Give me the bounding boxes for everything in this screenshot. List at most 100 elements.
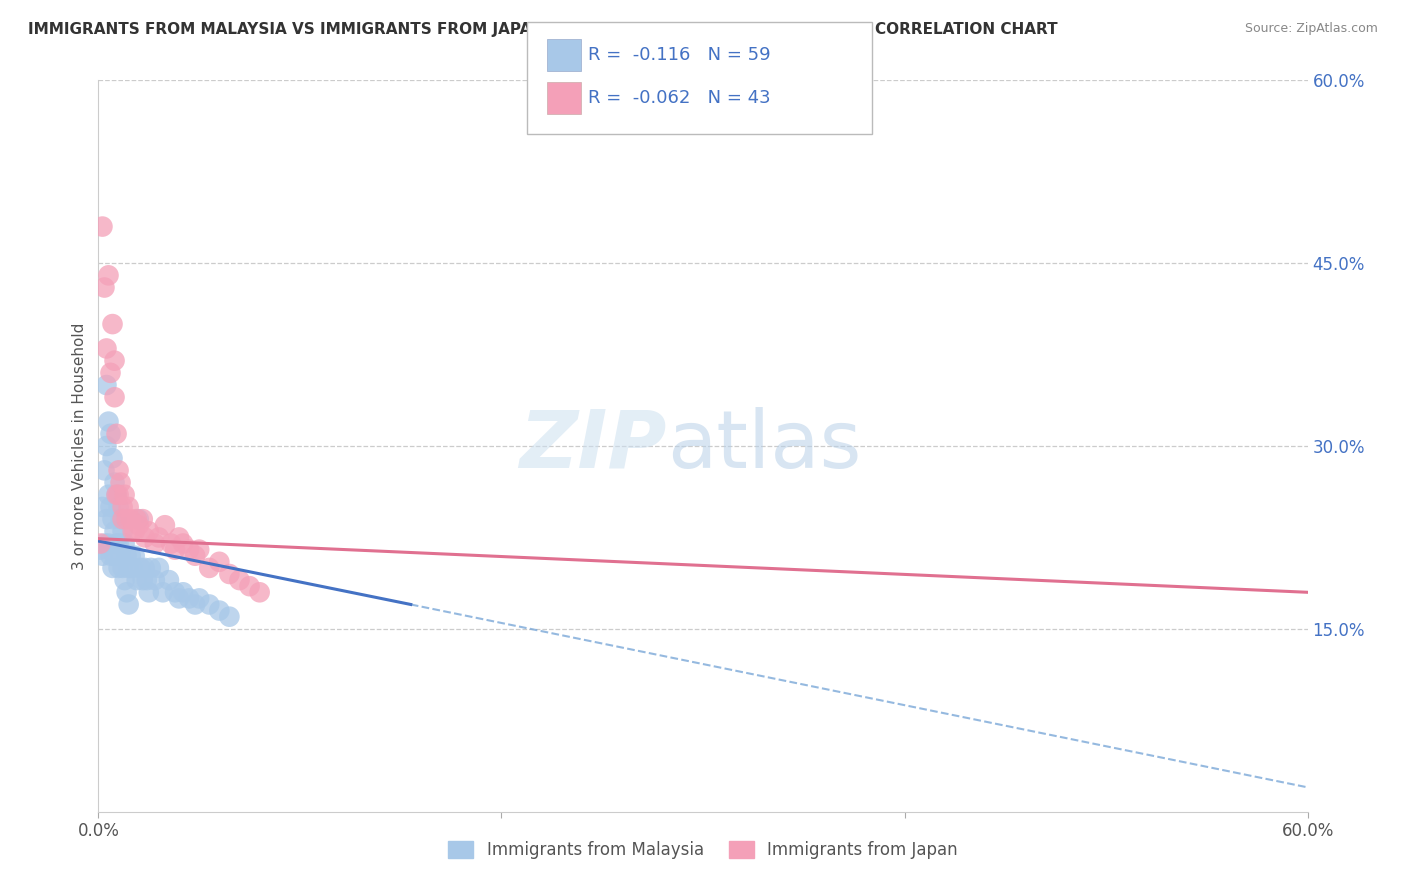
Point [139,561,162,575]
Point [148,530,170,544]
Text: R =  -0.116   N = 59: R = -0.116 N = 59 [588,46,770,64]
Point [167,591,190,606]
Point [167,530,190,544]
Point [93,463,115,477]
Point [111,524,134,539]
Point [103,475,125,490]
Point [184,549,207,563]
Point [132,512,155,526]
Point [107,488,129,502]
Point [115,512,138,526]
Text: R =  -0.062   N = 43: R = -0.062 N = 43 [588,89,770,107]
Point [179,591,201,606]
Point [100,366,122,380]
Point [163,542,186,557]
Point [124,549,146,563]
Point [120,549,142,563]
Point [100,426,122,441]
Point [93,280,115,294]
Point [128,512,150,526]
Point [172,536,194,550]
Point [128,518,150,533]
Point [89,542,111,557]
Point [124,524,146,539]
Point [239,579,262,593]
Point [96,378,118,392]
Point [118,598,141,612]
Point [184,598,207,612]
Text: IMMIGRANTS FROM MALAYSIA VS IMMIGRANTS FROM JAPAN 3 OR MORE VEHICLES IN HOUSEHOL: IMMIGRANTS FROM MALAYSIA VS IMMIGRANTS F… [28,22,1057,37]
Point [118,561,141,575]
Point [114,573,136,587]
Point [100,549,122,563]
Point [105,488,128,502]
Point [118,500,141,514]
Point [198,561,221,575]
Point [107,500,129,514]
Point [157,573,180,587]
Point [110,549,132,563]
Point [107,463,129,477]
Point [121,524,143,539]
Point [208,555,231,569]
Point [163,585,186,599]
Point [132,573,155,587]
Point [111,512,134,526]
Point [138,585,160,599]
Point [138,524,160,539]
Point [114,488,136,502]
Point [125,512,148,526]
Point [125,573,148,587]
Point [107,561,129,575]
Point [121,561,143,575]
Point [120,512,142,526]
Point [91,500,114,514]
Point [89,536,111,550]
Point [96,439,118,453]
Point [198,598,221,612]
Point [172,585,194,599]
Point [114,536,136,550]
Point [134,561,156,575]
Point [208,603,231,617]
Point [96,512,118,526]
Point [115,585,138,599]
Point [188,591,211,606]
Point [103,390,125,404]
Point [105,426,128,441]
Point [101,512,124,526]
Point [91,219,114,234]
Point [218,567,240,582]
Point [160,536,183,550]
Point [97,415,120,429]
Text: ZIP: ZIP [519,407,666,485]
Point [143,573,166,587]
Point [97,268,120,283]
Point [249,585,271,599]
Point [103,353,125,368]
Text: atlas: atlas [666,407,860,485]
Point [96,342,118,356]
Point [91,549,114,563]
Point [100,500,122,514]
Point [110,512,132,526]
Point [111,561,134,575]
Point [115,549,138,563]
Point [179,542,201,557]
Point [153,518,176,533]
Point [107,536,129,550]
Point [228,573,250,587]
Text: Source: ZipAtlas.com: Source: ZipAtlas.com [1244,22,1378,36]
Point [101,561,124,575]
Point [97,488,120,502]
Point [105,536,128,550]
Point [152,585,174,599]
Point [105,488,128,502]
Y-axis label: 3 or more Vehicles in Household: 3 or more Vehicles in Household [72,322,87,570]
Point [129,561,152,575]
Point [218,609,240,624]
Point [103,549,125,563]
Point [101,451,124,466]
Point [111,500,134,514]
Point [134,530,156,544]
